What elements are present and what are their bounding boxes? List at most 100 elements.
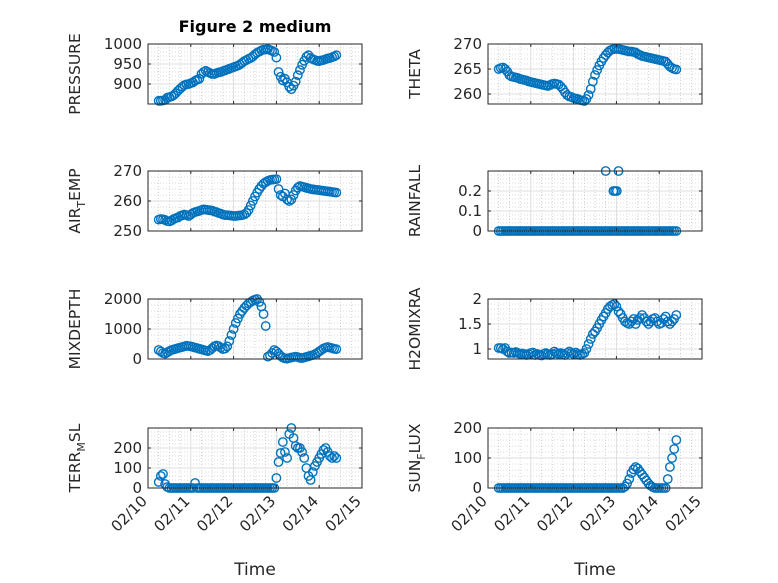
y-axis-label-suffix: LUX <box>406 423 424 453</box>
data-point <box>331 453 342 463</box>
tick-marks <box>487 43 703 104</box>
y-axis-label: H2OMIXRA <box>406 287 424 370</box>
data-series <box>153 294 342 364</box>
y-tick-label: 0 <box>472 222 482 240</box>
data-point <box>258 309 269 319</box>
data-point <box>628 314 639 324</box>
y-tick-label: 0 <box>132 350 142 368</box>
data-point <box>611 186 622 196</box>
axes-box <box>487 43 703 105</box>
y-axis-label: AIRTEMP <box>66 168 88 233</box>
data-series <box>493 299 682 361</box>
y-axis-label-suffix: EMP <box>66 168 84 201</box>
data-point <box>662 474 673 484</box>
y-axis-label-subscript: M <box>75 442 88 452</box>
data-point <box>241 208 252 218</box>
data-point <box>247 196 258 206</box>
data-series <box>153 174 342 227</box>
tick-marks <box>147 170 363 232</box>
y-axis-label-subscript: F <box>415 453 428 459</box>
y-tick-label: 100 <box>453 449 482 467</box>
data-point <box>153 477 164 487</box>
data-point <box>624 474 635 484</box>
y-tick-label: 265 <box>453 60 482 78</box>
data-point <box>267 348 278 358</box>
tick-marks <box>147 43 363 104</box>
y-tick-label: 950 <box>113 55 142 73</box>
data-point <box>275 190 286 200</box>
data-point <box>245 200 256 211</box>
data-point <box>583 90 594 100</box>
data-point <box>652 316 662 327</box>
minor-grid <box>488 170 702 232</box>
data-point <box>220 343 230 354</box>
data-point <box>669 444 680 454</box>
x-axis-label: Time <box>573 560 616 580</box>
data-point <box>290 76 301 87</box>
data-point <box>224 336 235 346</box>
data-series <box>493 44 682 106</box>
data-point <box>232 313 243 324</box>
y-tick-label: 270 <box>453 35 482 53</box>
axes-box <box>487 170 703 232</box>
data-point <box>282 194 292 205</box>
subplot-5: 0 1000 2000 MIXDEPTH <box>66 289 363 370</box>
data-point <box>226 330 237 340</box>
data-point <box>620 481 630 492</box>
data-point <box>528 347 538 358</box>
data-point <box>269 47 280 57</box>
y-tick-label: 900 <box>113 75 142 93</box>
data-point <box>292 70 303 81</box>
data-point <box>592 65 603 75</box>
data-point <box>267 45 278 56</box>
y-tick-label: 200 <box>113 439 142 457</box>
y-tick-label: 2000 <box>104 290 142 308</box>
tick-marks <box>147 298 363 360</box>
data-point <box>271 52 282 63</box>
data-point <box>286 194 297 205</box>
y-axis-label: THETA <box>406 49 424 100</box>
data-point <box>271 473 282 483</box>
tick-marks <box>487 298 703 359</box>
tick-marks <box>487 171 703 232</box>
subplot-1: 900 950 1000 PRESSURE Figure 2 medium <box>66 17 363 115</box>
data-point <box>671 435 682 445</box>
data-point <box>331 344 342 354</box>
y-tick-label: 1000 <box>104 320 142 338</box>
data-point <box>277 437 288 447</box>
y-axis-label: TERRMSL <box>66 423 88 493</box>
y-axis-label: SUNFLUX <box>406 423 428 492</box>
data-point <box>230 318 241 328</box>
data-point <box>307 467 318 477</box>
data-point <box>329 451 340 461</box>
data-point <box>222 341 233 352</box>
data-point <box>628 464 639 475</box>
y-tick-label: 0 <box>472 479 482 497</box>
subplot-2: 260 265 270 THETA <box>406 35 703 106</box>
y-axis-label-suffix: SL <box>66 423 84 442</box>
y-axis-label: MIXDEPTH <box>66 289 84 370</box>
axes-box <box>147 43 363 105</box>
data-point <box>254 297 265 307</box>
y-axis-label-subscript: T <box>75 201 88 209</box>
y-tick-label: 0.2 <box>458 182 482 200</box>
data-point <box>641 316 652 327</box>
tick-marks <box>147 428 363 489</box>
subplot-4: 0 0.1 0.2 RAINFALL <box>406 164 703 240</box>
chart-title: Figure 2 medium <box>179 17 332 36</box>
data-point <box>660 311 671 322</box>
y-axis-label: RAINFALL <box>406 164 424 237</box>
data-point <box>324 451 335 461</box>
data-series <box>153 44 342 106</box>
y-tick-label: 2 <box>472 290 482 308</box>
y-axis-label-main: TERR <box>66 451 84 493</box>
data-point <box>288 190 299 200</box>
data-point <box>329 51 340 62</box>
data-point <box>301 51 312 62</box>
y-tick-label: 260 <box>113 192 142 210</box>
y-axis-label: PRESSURE <box>66 33 84 115</box>
data-point <box>331 50 342 61</box>
axes-box <box>147 427 363 489</box>
data-point <box>611 301 622 312</box>
